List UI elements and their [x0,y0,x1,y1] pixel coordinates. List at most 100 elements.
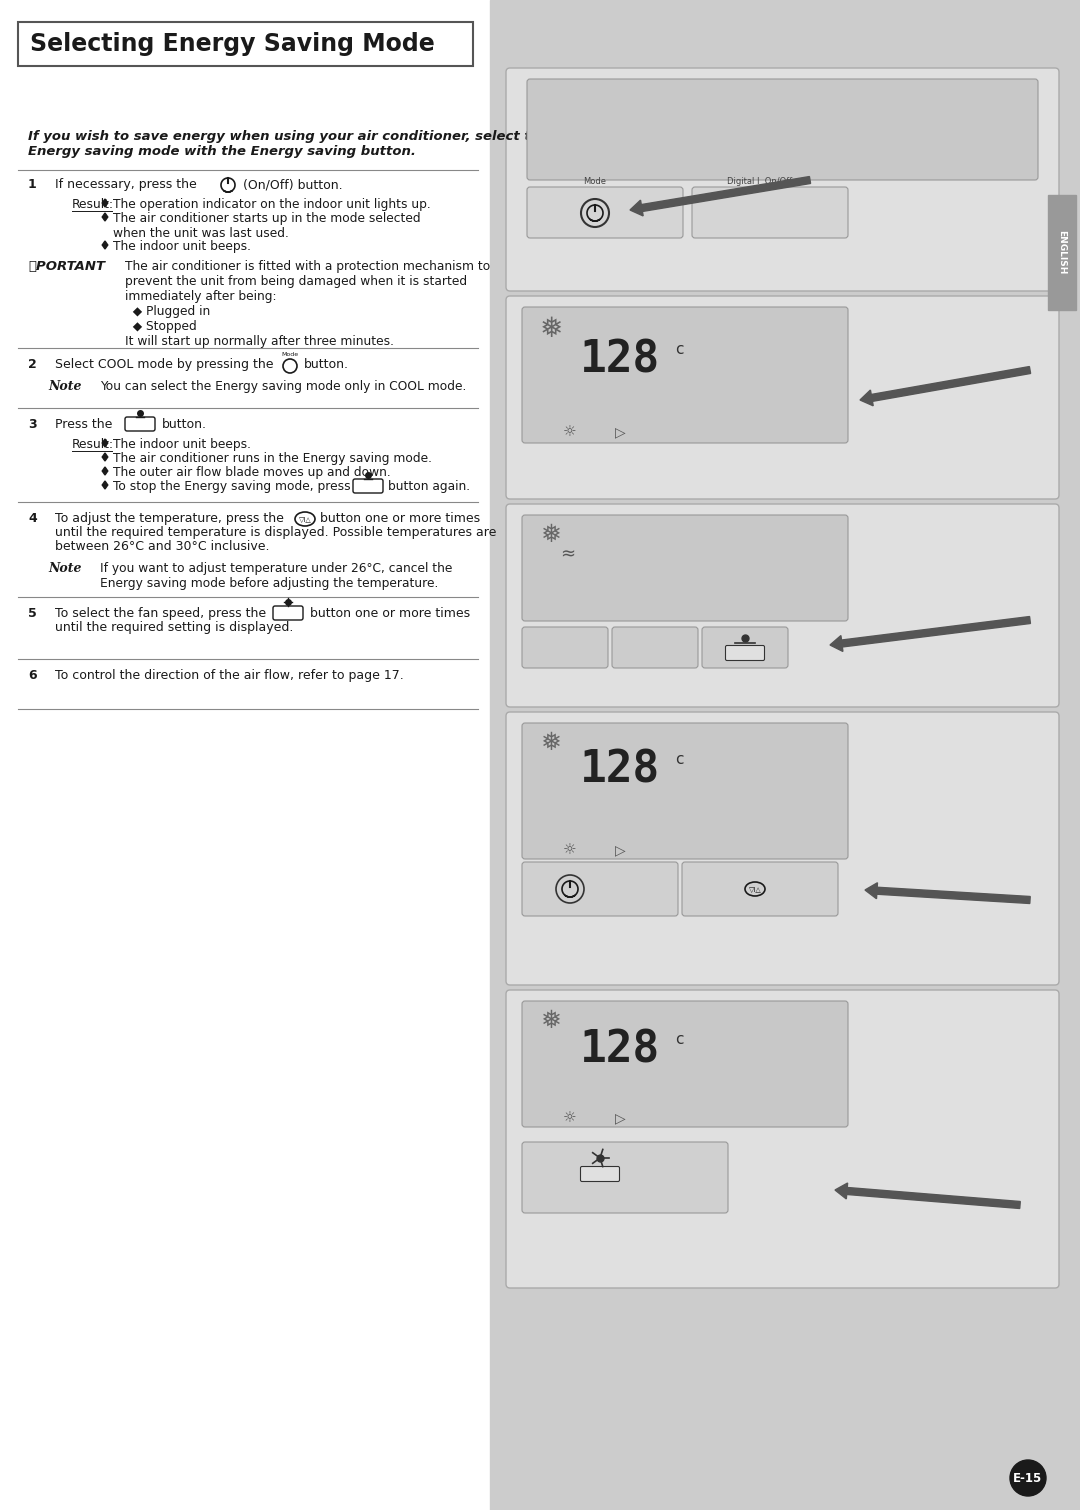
Text: ❅: ❅ [540,731,561,755]
Text: 128: 128 [580,749,660,791]
FancyBboxPatch shape [507,713,1059,985]
FancyBboxPatch shape [522,723,848,859]
Text: The air conditioner runs in the Energy saving mode.: The air conditioner runs in the Energy s… [113,451,432,465]
Text: To control the direction of the air flow, refer to page 17.: To control the direction of the air flow… [55,669,404,683]
Text: Press the: Press the [55,418,112,430]
FancyArrow shape [865,883,1030,903]
Text: until the required setting is displayed.: until the required setting is displayed. [55,621,294,634]
FancyArrow shape [835,1182,1021,1208]
Text: You can select the Energy saving mode only in COOL mode.: You can select the Energy saving mode on… [100,381,467,393]
Text: c: c [675,341,684,356]
Text: ▷: ▷ [615,424,625,439]
Text: Selecting Energy Saving Mode: Selecting Energy Saving Mode [30,32,435,56]
Text: The indoor unit beeps.: The indoor unit beeps. [113,438,251,451]
FancyBboxPatch shape [692,187,848,239]
Text: ▽i△: ▽i△ [748,886,761,892]
Text: 6: 6 [28,669,37,683]
FancyBboxPatch shape [581,1167,620,1181]
FancyBboxPatch shape [522,307,848,442]
Text: The air conditioner is fitted with a protection mechanism to
prevent the unit fr: The air conditioner is fitted with a pro… [125,260,490,347]
Text: ▷: ▷ [615,843,625,858]
FancyBboxPatch shape [726,645,765,660]
FancyBboxPatch shape [507,504,1059,707]
Text: Mode: Mode [282,352,298,356]
Text: If you want to adjust temperature under 26°C, cancel the
Energy saving mode befo: If you want to adjust temperature under … [100,562,453,590]
Text: ENGLISH: ENGLISH [1057,231,1067,275]
Text: 4: 4 [28,512,37,525]
Text: ❅: ❅ [540,316,564,343]
Text: The air conditioner starts up in the mode selected
when the unit was last used.: The air conditioner starts up in the mod… [113,211,420,240]
Text: 1: 1 [28,178,37,190]
Text: If necessary, press the: If necessary, press the [55,178,197,190]
FancyBboxPatch shape [507,296,1059,498]
FancyBboxPatch shape [522,515,848,621]
FancyBboxPatch shape [273,606,303,621]
Text: E-15: E-15 [1013,1472,1042,1484]
Polygon shape [103,453,108,461]
Polygon shape [103,467,108,476]
Polygon shape [103,213,108,220]
Text: Result:: Result: [72,198,114,211]
FancyBboxPatch shape [527,79,1038,180]
Text: The indoor unit beeps.: The indoor unit beeps. [113,240,251,254]
Text: ≈: ≈ [561,545,576,563]
Text: button.: button. [162,418,207,430]
Text: ⓂPORTANT: ⓂPORTANT [28,260,105,273]
Text: ☼: ☼ [563,424,577,439]
FancyBboxPatch shape [522,1142,728,1213]
Text: button.: button. [303,358,349,371]
Text: 3: 3 [28,418,37,430]
Text: Note: Note [48,381,81,393]
FancyBboxPatch shape [353,479,383,492]
FancyBboxPatch shape [612,627,698,667]
Text: Note: Note [48,562,81,575]
FancyBboxPatch shape [702,627,788,667]
Text: The outer air flow blade moves up and down.: The outer air flow blade moves up and do… [113,467,391,479]
Text: Mode: Mode [583,178,607,187]
Text: 2: 2 [28,358,37,371]
Text: until the required temperature is displayed. Possible temperatures are: until the required temperature is displa… [55,525,497,539]
Text: Digital I  On/Off: Digital I On/Off [727,178,793,187]
Text: 128: 128 [580,1028,660,1072]
Text: ▷: ▷ [615,1111,625,1125]
FancyBboxPatch shape [522,627,608,667]
Text: c: c [675,1031,684,1046]
FancyArrow shape [831,616,1030,651]
Bar [1048,195,1076,310]
FancyBboxPatch shape [507,68,1059,291]
Text: If you wish to save energy when using your air conditioner, select the
Energy sa: If you wish to save energy when using yo… [28,130,549,159]
FancyBboxPatch shape [681,862,838,917]
Polygon shape [103,482,108,489]
FancyBboxPatch shape [527,187,683,239]
Text: The operation indicator on the indoor unit lights up.: The operation indicator on the indoor un… [113,198,431,211]
Text: Select COOL mode by pressing the: Select COOL mode by pressing the [55,358,273,371]
Text: 128: 128 [580,338,660,382]
FancyBboxPatch shape [125,417,156,430]
Polygon shape [103,199,108,207]
FancyArrow shape [630,177,811,216]
Text: button one or more times: button one or more times [310,607,470,621]
Text: ☼: ☼ [563,843,577,858]
Text: c: c [675,752,684,767]
Bar [490,0,1080,1510]
Circle shape [1010,1460,1047,1496]
Text: 5: 5 [28,607,37,621]
Text: To select the fan speed, press the: To select the fan speed, press the [55,607,266,621]
Text: between 26°C and 30°C inclusive.: between 26°C and 30°C inclusive. [55,541,270,553]
Text: To adjust the temperature, press the: To adjust the temperature, press the [55,512,284,525]
Text: button one or more times: button one or more times [320,512,481,525]
FancyBboxPatch shape [522,862,678,917]
Text: ▽i△: ▽i△ [299,516,311,522]
FancyBboxPatch shape [522,1001,848,1126]
Text: To stop the Energy saving mode, press the: To stop the Energy saving mode, press th… [113,480,375,492]
Text: ❅: ❅ [540,522,561,547]
Text: ❅: ❅ [540,1009,561,1033]
Text: Result:: Result: [72,438,114,451]
FancyBboxPatch shape [18,23,473,66]
Text: (On/Off) button.: (On/Off) button. [243,178,342,190]
FancyBboxPatch shape [507,991,1059,1288]
Text: ☼: ☼ [563,1110,577,1125]
FancyArrow shape [860,367,1030,406]
Text: button again.: button again. [388,480,470,492]
Polygon shape [103,439,108,447]
